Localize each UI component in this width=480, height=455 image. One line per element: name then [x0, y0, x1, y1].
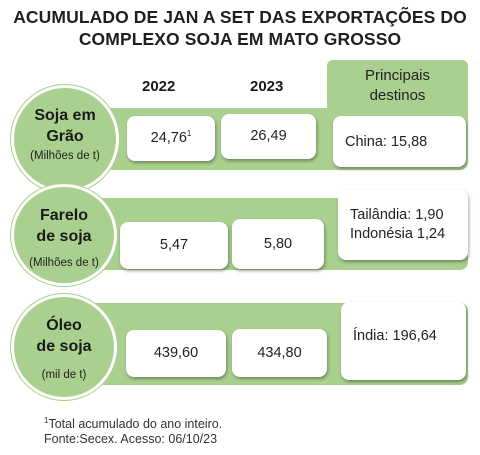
value-text: 5,80 [263, 236, 293, 252]
value-2023-oleo: 434,80 [232, 329, 327, 377]
page-title: ACUMULADO DE JAN A SET DAS EXPORTAÇÕES D… [0, 6, 480, 50]
row-unit: (Milhões de t) [30, 150, 100, 162]
destination-item: China: 15,88 [345, 134, 428, 150]
value-2022-oleo: 439,60 [126, 330, 226, 377]
destinations-header-line-1: Principais [364, 67, 431, 84]
title-line-1: ACUMULADO DE JAN A SET DAS EXPORTAÇÕES D… [13, 7, 467, 27]
row-name-line-1: Óleo [46, 317, 82, 334]
destinations-header-line-2: destinos [369, 87, 426, 104]
row-label-oleo: Óleo de soja (mil de t) [11, 294, 117, 400]
value-text: 434,80 [257, 345, 302, 361]
row-unit: (Milhões de t) [29, 257, 99, 269]
footnote-marker: 1 [44, 415, 49, 425]
value-2022-soja-grao: 24,761 [127, 116, 215, 161]
row-name-line-1: Farelo [39, 207, 88, 224]
value-text: 5,47 [159, 237, 189, 253]
value-text: 439,60 [153, 345, 199, 361]
value-2023-soja-grao: 26,49 [221, 114, 316, 159]
column-header-2022: 2022 [142, 78, 176, 95]
source-text: Fonte:Secex. Acesso: 06/10/23 [44, 432, 218, 446]
column-header-destinations: Principais destinos [327, 60, 468, 115]
footnote: 1Total acumulado do ano inteiro. [44, 415, 223, 432]
footer-notes: 1Total acumulado do ano inteiro. Fonte:S… [44, 415, 223, 447]
value-text: 26,49 [250, 128, 287, 144]
destination-item: Tailândia: 1,90 [350, 207, 444, 223]
row-unit: (mil de t) [41, 369, 87, 381]
footnote-text: Total acumulado do ano inteiro. [48, 417, 223, 431]
row-name-line-1: Soja em [34, 107, 96, 124]
row-name-line-2: de soja [36, 338, 92, 355]
row-label-soja-grao: Soja em Grão (Milhões de t) [11, 85, 119, 193]
title-line-2: COMPLEXO SOJA EM MATO GROSSO [78, 29, 402, 49]
row-name-line-2: Grão [46, 128, 84, 145]
destination-item: Índia: 196,64 [353, 328, 437, 344]
row-name-line-2: de soja [36, 228, 92, 245]
column-header-2023: 2023 [250, 78, 284, 95]
destinations-farelo: Tailândia: 1,90 Indonésia 1,24 [338, 190, 468, 260]
value-2023-farelo: 5,80 [232, 219, 324, 269]
row-label-farelo: Farelo de soja (Milhões de t) [11, 184, 117, 286]
destination-item: Indonésia 1,24 [350, 226, 446, 242]
destinations-soja-grao: China: 15,88 [333, 116, 466, 167]
value-2022-farelo: 5,47 [120, 222, 228, 269]
footnote-marker: 1 [186, 129, 192, 139]
destinations-oleo: Índia: 196,64 [341, 302, 466, 380]
value-text: 24,76 [150, 130, 187, 146]
